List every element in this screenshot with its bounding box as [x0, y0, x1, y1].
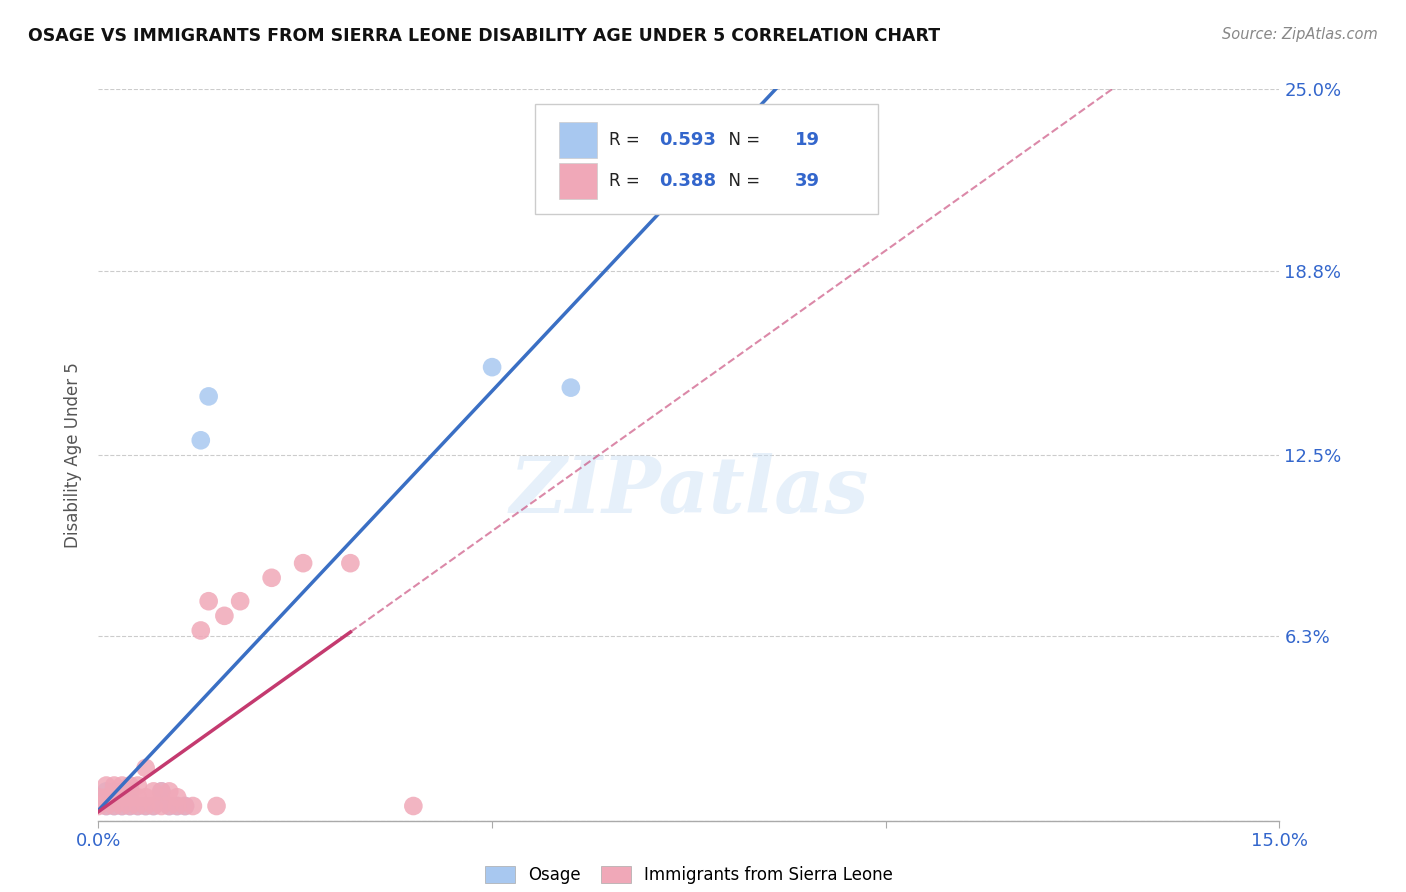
Point	[118, 799, 141, 814]
Point	[118, 779, 141, 793]
Point	[157, 799, 180, 814]
Point	[96, 779, 118, 793]
Point	[229, 594, 252, 608]
Point	[111, 790, 134, 805]
Point	[96, 784, 118, 798]
Point	[174, 799, 197, 814]
Point	[481, 360, 503, 375]
Point	[157, 784, 180, 798]
Point	[142, 799, 165, 814]
Point	[166, 790, 188, 805]
Point	[197, 389, 219, 403]
Point	[166, 799, 188, 814]
Point	[127, 799, 149, 814]
Point	[205, 799, 228, 814]
Point	[181, 799, 204, 814]
Point	[111, 799, 134, 814]
Point	[157, 799, 180, 814]
Point	[197, 594, 219, 608]
Point	[87, 799, 110, 814]
Point	[135, 799, 157, 814]
FancyBboxPatch shape	[560, 122, 596, 158]
Point	[402, 799, 425, 814]
Point	[339, 556, 361, 570]
Point	[190, 434, 212, 448]
Point	[103, 799, 125, 814]
Point	[292, 556, 315, 570]
Text: N =: N =	[718, 131, 766, 149]
Point	[166, 799, 188, 814]
Text: R =: R =	[609, 171, 644, 190]
Text: R =: R =	[609, 131, 644, 149]
Point	[111, 784, 134, 798]
Point	[103, 790, 125, 805]
Point	[135, 790, 157, 805]
Text: OSAGE VS IMMIGRANTS FROM SIERRA LEONE DISABILITY AGE UNDER 5 CORRELATION CHART: OSAGE VS IMMIGRANTS FROM SIERRA LEONE DI…	[28, 27, 941, 45]
Text: 0.593: 0.593	[659, 131, 716, 149]
Text: 0.388: 0.388	[659, 171, 717, 190]
Text: N =: N =	[718, 171, 766, 190]
Point	[103, 784, 125, 798]
Point	[260, 571, 283, 585]
Point	[150, 784, 173, 798]
Point	[118, 784, 141, 798]
Point	[127, 799, 149, 814]
Point	[87, 790, 110, 805]
Point	[135, 761, 157, 775]
Point	[142, 784, 165, 798]
Point	[111, 799, 134, 814]
Point	[103, 779, 125, 793]
Point	[118, 790, 141, 805]
Point	[127, 779, 149, 793]
Point	[150, 784, 173, 798]
Point	[560, 381, 582, 395]
Point	[127, 790, 149, 805]
Point	[142, 799, 165, 814]
Point	[111, 779, 134, 793]
Text: Source: ZipAtlas.com: Source: ZipAtlas.com	[1222, 27, 1378, 42]
Point	[118, 799, 141, 814]
Point	[150, 799, 173, 814]
Legend: Osage, Immigrants from Sierra Leone: Osage, Immigrants from Sierra Leone	[477, 858, 901, 892]
Point	[103, 799, 125, 814]
FancyBboxPatch shape	[536, 103, 877, 213]
Point	[96, 799, 118, 814]
Point	[174, 799, 197, 814]
Y-axis label: Disability Age Under 5: Disability Age Under 5	[65, 362, 83, 548]
Point	[190, 624, 212, 638]
Point	[214, 608, 236, 623]
Text: ZIPatlas: ZIPatlas	[509, 453, 869, 530]
Text: 39: 39	[796, 171, 820, 190]
Point	[96, 799, 118, 814]
FancyBboxPatch shape	[560, 162, 596, 199]
Point	[135, 799, 157, 814]
Text: 19: 19	[796, 131, 820, 149]
Point	[96, 790, 118, 805]
